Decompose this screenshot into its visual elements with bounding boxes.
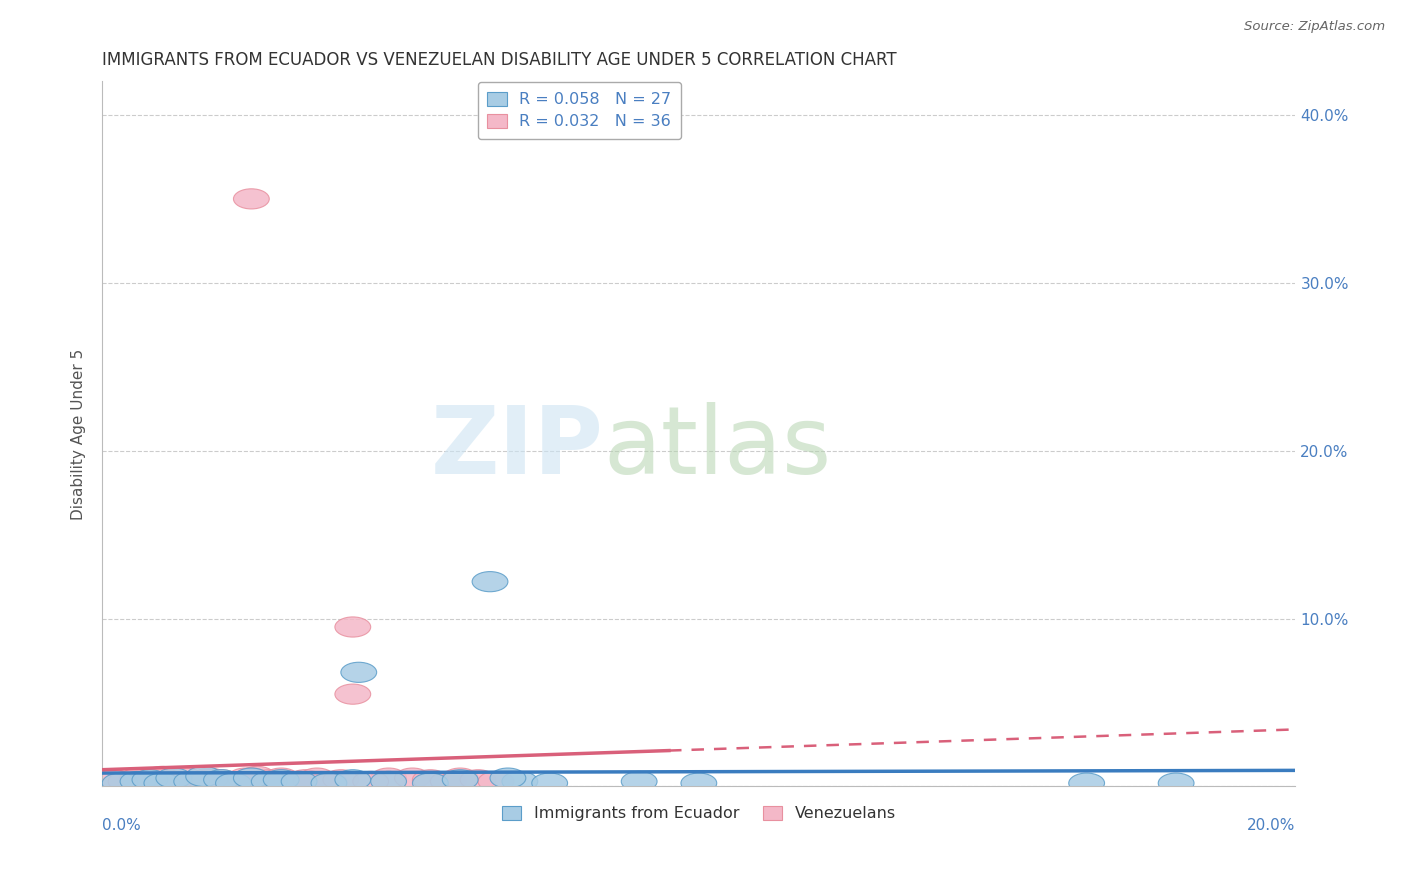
Y-axis label: Disability Age Under 5: Disability Age Under 5 xyxy=(72,348,86,519)
Ellipse shape xyxy=(395,768,430,789)
Ellipse shape xyxy=(132,770,167,789)
Ellipse shape xyxy=(263,770,299,789)
Ellipse shape xyxy=(215,772,252,791)
Legend: Immigrants from Ecuador, Venezuelans: Immigrants from Ecuador, Venezuelans xyxy=(495,799,903,828)
Ellipse shape xyxy=(108,772,143,791)
Ellipse shape xyxy=(204,770,239,789)
Ellipse shape xyxy=(103,773,138,793)
Text: ZIP: ZIP xyxy=(430,402,603,494)
Ellipse shape xyxy=(371,768,406,789)
Ellipse shape xyxy=(204,770,239,789)
Ellipse shape xyxy=(502,772,537,791)
Ellipse shape xyxy=(412,773,449,793)
Ellipse shape xyxy=(335,617,371,637)
Ellipse shape xyxy=(1069,773,1105,793)
Ellipse shape xyxy=(443,770,478,789)
Ellipse shape xyxy=(120,768,156,789)
Ellipse shape xyxy=(156,768,191,789)
Ellipse shape xyxy=(281,772,316,791)
Ellipse shape xyxy=(335,770,371,789)
Ellipse shape xyxy=(443,768,478,789)
Text: IMMIGRANTS FROM ECUADOR VS VENEZUELAN DISABILITY AGE UNDER 5 CORRELATION CHART: IMMIGRANTS FROM ECUADOR VS VENEZUELAN DI… xyxy=(103,51,897,69)
Ellipse shape xyxy=(96,770,132,789)
Ellipse shape xyxy=(292,772,329,791)
Ellipse shape xyxy=(215,773,252,793)
Ellipse shape xyxy=(167,768,204,789)
Ellipse shape xyxy=(186,766,222,787)
Ellipse shape xyxy=(191,770,228,789)
Ellipse shape xyxy=(252,770,287,789)
Ellipse shape xyxy=(180,772,215,791)
Ellipse shape xyxy=(340,662,377,682)
Ellipse shape xyxy=(143,773,180,793)
Ellipse shape xyxy=(335,684,371,704)
Ellipse shape xyxy=(472,572,508,591)
Ellipse shape xyxy=(323,770,359,789)
Ellipse shape xyxy=(156,772,191,791)
Ellipse shape xyxy=(233,768,270,789)
Ellipse shape xyxy=(276,772,311,791)
Ellipse shape xyxy=(681,773,717,793)
Ellipse shape xyxy=(143,766,180,787)
Ellipse shape xyxy=(132,770,167,789)
Ellipse shape xyxy=(311,772,347,791)
Ellipse shape xyxy=(299,768,335,789)
Ellipse shape xyxy=(430,772,467,791)
Ellipse shape xyxy=(263,768,299,789)
Ellipse shape xyxy=(263,770,299,789)
Text: 0.0%: 0.0% xyxy=(103,818,141,833)
Ellipse shape xyxy=(233,768,270,789)
Ellipse shape xyxy=(311,773,347,793)
Ellipse shape xyxy=(120,772,156,791)
Ellipse shape xyxy=(191,768,228,789)
Ellipse shape xyxy=(478,772,513,791)
Ellipse shape xyxy=(491,768,526,789)
Ellipse shape xyxy=(1159,773,1194,793)
Ellipse shape xyxy=(228,768,263,789)
Ellipse shape xyxy=(412,770,449,789)
Ellipse shape xyxy=(174,772,209,791)
Text: Source: ZipAtlas.com: Source: ZipAtlas.com xyxy=(1244,20,1385,33)
Text: atlas: atlas xyxy=(603,402,831,494)
Ellipse shape xyxy=(531,773,568,793)
Ellipse shape xyxy=(621,772,657,791)
Ellipse shape xyxy=(460,770,496,789)
Ellipse shape xyxy=(233,189,270,209)
Ellipse shape xyxy=(239,766,276,787)
Ellipse shape xyxy=(353,772,388,791)
Ellipse shape xyxy=(371,772,406,791)
Ellipse shape xyxy=(252,772,287,791)
Text: 20.0%: 20.0% xyxy=(1247,818,1295,833)
Ellipse shape xyxy=(156,770,191,789)
Ellipse shape xyxy=(287,770,323,789)
